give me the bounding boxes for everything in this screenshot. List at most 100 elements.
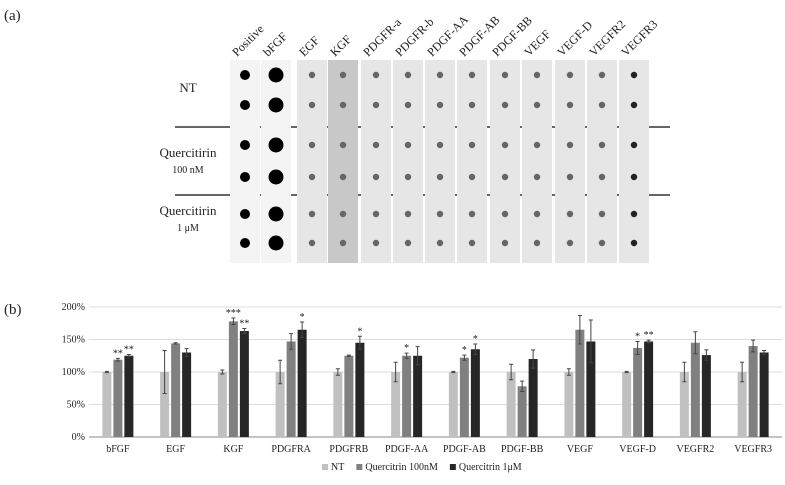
blot-dot xyxy=(268,169,284,185)
bar xyxy=(622,372,632,437)
error-bar xyxy=(451,370,456,374)
bar xyxy=(113,359,123,437)
y-tick-label: 100% xyxy=(62,367,85,378)
blot-dot xyxy=(501,141,509,149)
blot-strip xyxy=(328,60,358,263)
blot-dot xyxy=(598,101,606,109)
blot-dot xyxy=(404,101,412,109)
x-tick-label: PDGFRA xyxy=(271,444,311,455)
blot-dot xyxy=(468,210,476,218)
blot-strip xyxy=(393,60,423,263)
blot-dot xyxy=(468,173,476,181)
blot-dot xyxy=(372,141,380,149)
blot-dot xyxy=(240,209,250,219)
bar xyxy=(402,355,412,437)
x-tick-label: VEGFR3 xyxy=(734,444,772,455)
column-label: EGF xyxy=(296,33,322,59)
error-bar xyxy=(762,350,767,355)
bar xyxy=(448,372,458,437)
blot-dot xyxy=(339,141,347,149)
blot-dot xyxy=(268,206,284,222)
blot-dot xyxy=(501,71,509,79)
blot-dot xyxy=(468,71,476,79)
blot-dot xyxy=(566,141,574,149)
blot-strip xyxy=(425,60,455,263)
blot-dot xyxy=(598,210,606,218)
legend-label: NT xyxy=(331,462,344,473)
bar xyxy=(459,357,469,437)
error-bar xyxy=(577,314,582,345)
blot-dot xyxy=(533,101,541,109)
error-bar xyxy=(220,369,225,375)
blot-dot xyxy=(468,239,476,247)
error-bar xyxy=(682,361,687,383)
bar xyxy=(286,341,296,437)
error-bar xyxy=(289,333,294,350)
x-tick-label: PDGFRB xyxy=(329,444,368,455)
x-tick-label: KGF xyxy=(223,444,243,455)
error-bar xyxy=(184,348,189,357)
error-bar xyxy=(300,321,305,339)
blot-dot xyxy=(372,239,380,247)
blot-dot xyxy=(598,173,606,181)
bar xyxy=(160,372,170,437)
blot-dot xyxy=(339,71,347,79)
error-bar xyxy=(566,368,571,376)
blot-strip xyxy=(490,60,520,263)
blot-dot xyxy=(501,101,509,109)
significance: * xyxy=(357,326,362,337)
blot-dot xyxy=(501,239,509,247)
row-sublabel: 100 nM xyxy=(172,165,204,176)
error-bar xyxy=(335,368,340,376)
error-bar xyxy=(588,319,593,364)
blot-dot xyxy=(630,210,638,218)
error-bar xyxy=(646,339,651,344)
bar xyxy=(297,329,307,437)
blot-dot xyxy=(566,239,574,247)
significance: *** xyxy=(226,308,241,319)
blot-dot xyxy=(436,101,444,109)
significance: ** xyxy=(113,348,123,359)
blot-dot xyxy=(339,173,347,181)
error-bar xyxy=(693,331,698,355)
blot-dot xyxy=(436,71,444,79)
blot-dot xyxy=(308,141,316,149)
x-tick-label: VEGF-D xyxy=(619,444,656,455)
significance: * xyxy=(473,334,478,345)
row-label: NT xyxy=(179,80,196,95)
blot-dot xyxy=(533,210,541,218)
blot-dot xyxy=(268,235,284,251)
blot-dot xyxy=(566,210,574,218)
error-bar xyxy=(278,359,283,385)
blot-strip xyxy=(457,60,487,263)
x-tick-label: VEGFR2 xyxy=(676,444,714,455)
blot-dot xyxy=(372,173,380,181)
error-bar xyxy=(173,342,178,345)
error-bar xyxy=(740,361,745,383)
x-tick-label: PDGF-BB xyxy=(501,444,544,455)
blot-dot xyxy=(436,210,444,218)
bar xyxy=(182,352,192,437)
blot-strip xyxy=(361,60,391,263)
error-bar xyxy=(635,340,640,355)
blot-dot xyxy=(339,210,347,218)
legend-swatch xyxy=(449,464,456,470)
blot-strip xyxy=(555,60,585,263)
blot-dot xyxy=(566,173,574,181)
blot-dot xyxy=(533,239,541,247)
blot-dot xyxy=(404,173,412,181)
error-bar xyxy=(231,317,236,326)
legend-swatch xyxy=(356,464,363,470)
bar xyxy=(239,331,249,437)
blot-dot xyxy=(630,173,638,181)
blot-dot xyxy=(268,67,284,83)
blot-dot xyxy=(308,71,316,79)
bar xyxy=(228,321,238,437)
bar xyxy=(275,372,285,437)
legend-label: Quercitrin 1μM xyxy=(459,462,522,473)
blot-dot xyxy=(630,239,638,247)
blot-dot xyxy=(533,173,541,181)
error-bar xyxy=(393,361,398,383)
blot-dot xyxy=(468,141,476,149)
